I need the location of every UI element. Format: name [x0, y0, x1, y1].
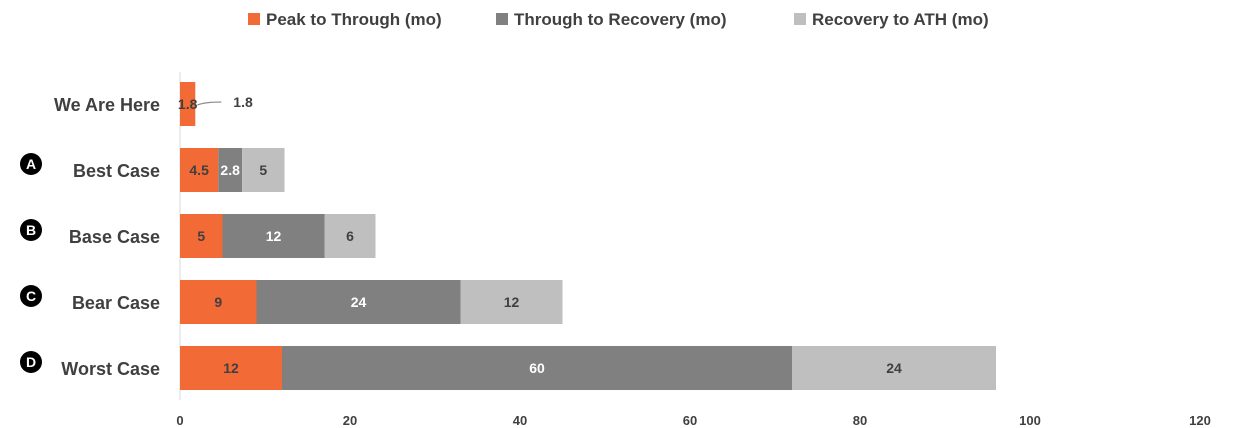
data-label: 24 — [886, 360, 902, 376]
x-tick-label: 20 — [343, 413, 357, 428]
bar-segment — [180, 280, 257, 324]
data-label: 4.5 — [189, 162, 209, 178]
bar-segment — [460, 280, 563, 324]
bars: 1.8 4.5 2.8 5 5 12 6 9 24 12 12 60 24 1.8 — [178, 82, 996, 390]
legend-label: Recovery to ATH (mo) — [812, 10, 989, 29]
legend-label: Through to Recovery (mo) — [514, 10, 727, 29]
data-label: 2.8 — [220, 162, 240, 178]
category-labels: We Are Here Best Case Base Case Bear Case Wo… — [54, 95, 160, 379]
data-label: 24 — [351, 294, 367, 310]
bar-segment — [282, 346, 792, 390]
data-label: 5 — [197, 228, 205, 244]
legend-swatch — [794, 13, 806, 25]
case-badges: A B C D — [20, 153, 42, 373]
category-label: We Are Here — [54, 95, 160, 115]
x-tick-label: 40 — [513, 413, 527, 428]
legend: Peak to Through (mo) Through to Recovery … — [248, 10, 989, 29]
case-badge-letter: A — [26, 156, 36, 172]
case-badge-icon — [20, 153, 42, 175]
x-axis-ticks: 0 20 40 60 80 100 120 — [176, 413, 1210, 428]
bar-segment — [180, 148, 219, 192]
data-label: 6 — [346, 228, 354, 244]
category-label: Worst Case — [61, 359, 160, 379]
legend-label: Peak to Through (mo) — [266, 10, 442, 29]
case-badge-letter: D — [26, 354, 36, 370]
case-badge-icon — [20, 285, 42, 307]
x-tick-label: 60 — [683, 413, 697, 428]
x-tick-label: 120 — [1189, 413, 1211, 428]
case-badge-letter: C — [26, 288, 36, 304]
bar-segment — [218, 148, 243, 192]
x-tick-label: 80 — [853, 413, 867, 428]
x-tick-label: 0 — [176, 413, 183, 428]
legend-swatch — [496, 13, 508, 25]
category-label: Best Case — [73, 161, 160, 181]
data-label: 9 — [214, 294, 222, 310]
data-label: 60 — [529, 360, 545, 376]
data-label: 5 — [259, 162, 267, 178]
callout-label: 1.8 — [233, 94, 253, 110]
data-label: 12 — [266, 228, 282, 244]
x-tick-label: 100 — [1019, 413, 1041, 428]
bar-segment — [222, 214, 325, 258]
category-label: Base Case — [69, 227, 160, 247]
bar-segment — [256, 280, 461, 324]
category-label: Bear Case — [72, 293, 160, 313]
data-label: 1.8 — [178, 96, 198, 112]
legend-swatch — [248, 13, 260, 25]
case-badge-icon — [20, 351, 42, 373]
callout-leader-line — [197, 101, 222, 106]
bar-segment — [180, 346, 282, 390]
case-badge-letter: B — [26, 222, 36, 238]
bar-segment — [324, 214, 376, 258]
bar-segment — [180, 214, 223, 258]
bar-segment — [180, 82, 196, 126]
data-label: 12 — [504, 294, 520, 310]
data-label: 12 — [223, 360, 239, 376]
bar-segment — [792, 346, 996, 390]
case-badge-icon — [20, 219, 42, 241]
bar-segment — [242, 148, 285, 192]
